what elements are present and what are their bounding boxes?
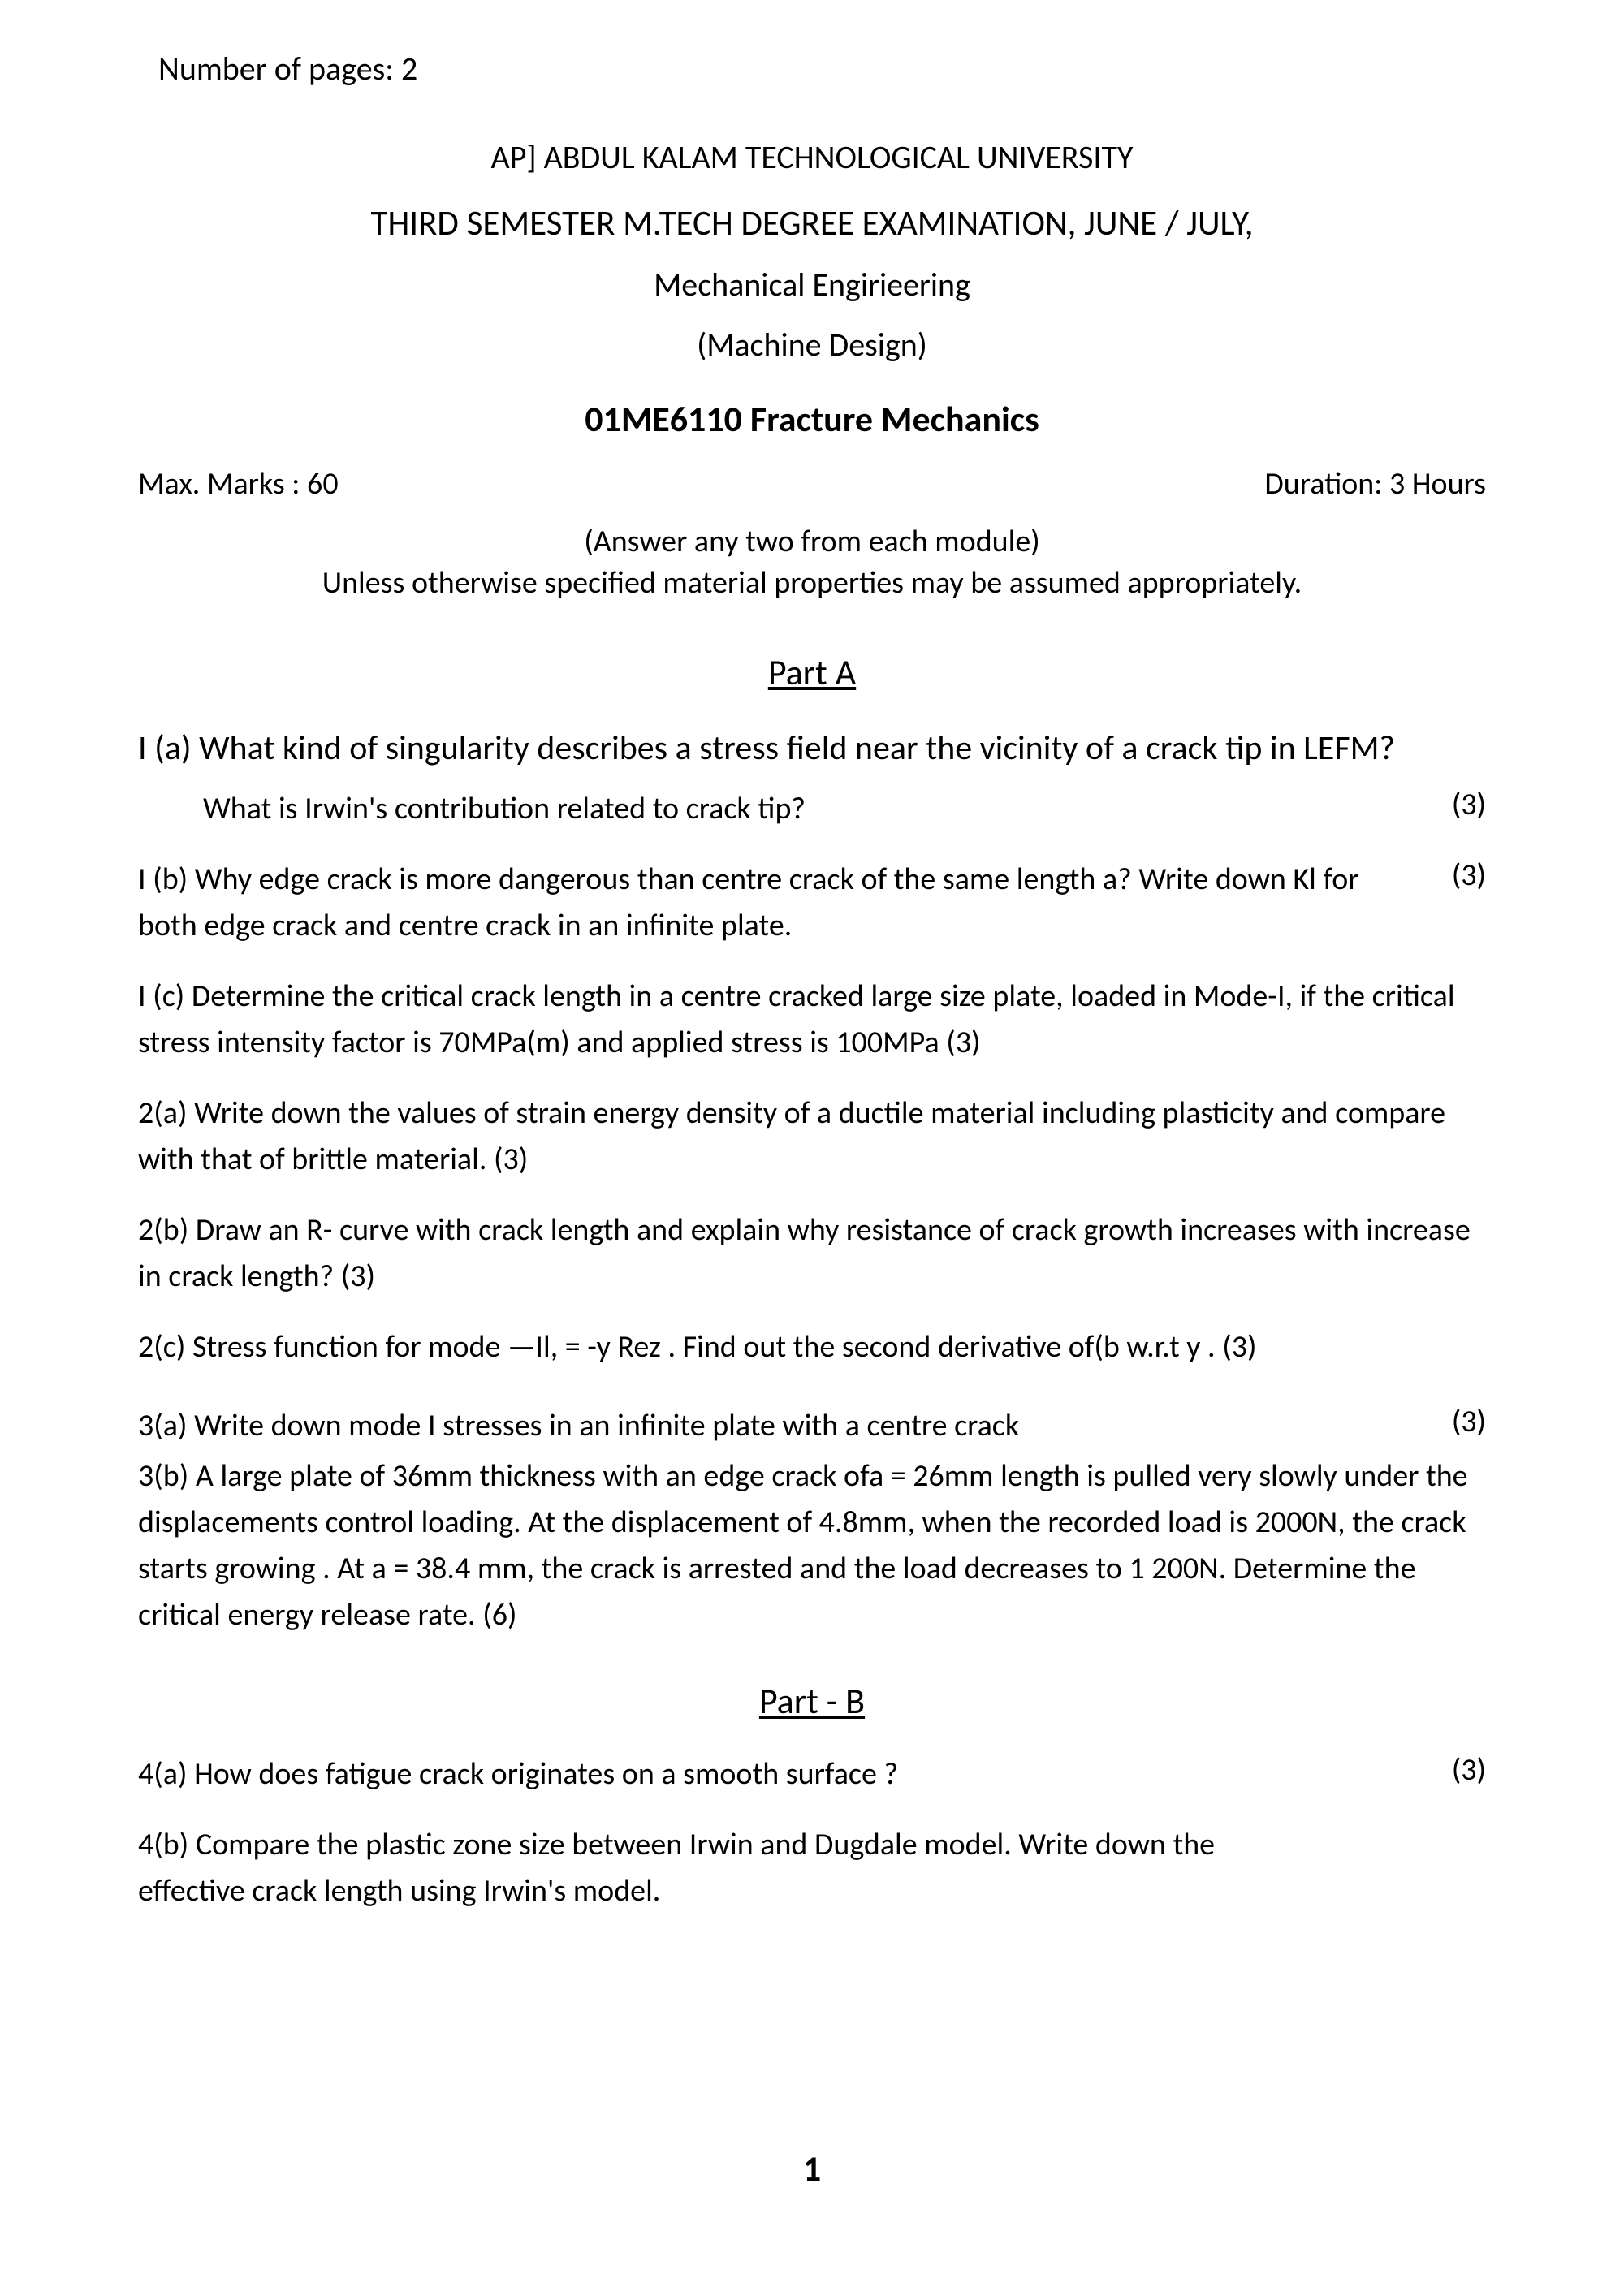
question-3b: 3(b) A large plate of 36mm thickness wit… [138, 1453, 1486, 1638]
question-4b: 4(b) Compare the plastic zone size betwe… [138, 1822, 1486, 1914]
q1c-text: I (c) Determine the critical crack lengt… [138, 973, 1486, 1066]
q1a-marks: (3) [1437, 786, 1486, 832]
page-count-label: Number of pages: 2 [158, 49, 1486, 88]
question-2c: 2(c) Stress function for mode —Il, = -y … [138, 1324, 1486, 1370]
q1b-text: I (b) Why edge crack is more dangerous t… [138, 857, 1421, 949]
q1a-text-line2: What is Irwin's contribution related to … [138, 786, 1421, 832]
university-name: AP] ABDUL KALAM TECHNOLOGICAL UNIVERSITY [138, 137, 1486, 177]
question-2b: 2(b) Draw an R- curve with crack length … [138, 1207, 1486, 1300]
question-1a: I (a) What kind of singularity describes… [138, 723, 1486, 832]
q2c-text: 2(c) Stress function for mode —Il, = -y … [138, 1324, 1486, 1370]
question-2a: 2(a) Write down the values of strain ene… [138, 1090, 1486, 1183]
q1b-marks: (3) [1437, 857, 1486, 949]
question-4a: 4(a) How does fatigue crack originates o… [138, 1751, 1486, 1798]
instruction-answer: (Answer any two from each module) [138, 523, 1486, 560]
part-a-heading: Part A [138, 650, 1486, 694]
q4b-text: 4(b) Compare the plastic zone size betwe… [138, 1822, 1234, 1914]
q3b-text: 3(b) A large plate of 36mm thickness wit… [138, 1453, 1486, 1638]
q2b-text: 2(b) Draw an R- curve with crack length … [138, 1207, 1486, 1300]
question-3a: 3(a) Write down mode I stresses in an in… [138, 1403, 1486, 1449]
q1a-text-line1: I (a) What kind of singularity describes… [138, 723, 1486, 774]
question-1c: I (c) Determine the critical crack lengt… [138, 973, 1486, 1066]
part-b-heading: Part - B [138, 1679, 1486, 1723]
page-number: 1 [0, 2147, 1624, 2190]
max-marks: Max. Marks : 60 [138, 465, 339, 503]
instruction-materials: Unless otherwise specified material prop… [138, 564, 1486, 602]
marks-duration-row: Max. Marks : 60 Duration: 3 Hours [138, 465, 1486, 503]
duration: Duration: 3 Hours [1264, 465, 1486, 503]
specialization: (Machine Design) [138, 325, 1486, 365]
q2a-text: 2(a) Write down the values of strain ene… [138, 1090, 1486, 1183]
branch-name: Mechanical Engirieering [138, 265, 1486, 304]
q4a-marks: (3) [1437, 1751, 1486, 1798]
q3a-text: 3(a) Write down mode I stresses in an in… [138, 1403, 1421, 1449]
question-1b: I (b) Why edge crack is more dangerous t… [138, 857, 1486, 949]
exam-title: THIRD SEMESTER M.TECH DEGREE EXAMINATION… [138, 201, 1486, 244]
course-code: 01ME6110 Fracture Mechanics [138, 397, 1486, 441]
q4a-text: 4(a) How does fatigue crack originates o… [138, 1751, 1421, 1798]
q3a-marks: (3) [1437, 1403, 1486, 1449]
